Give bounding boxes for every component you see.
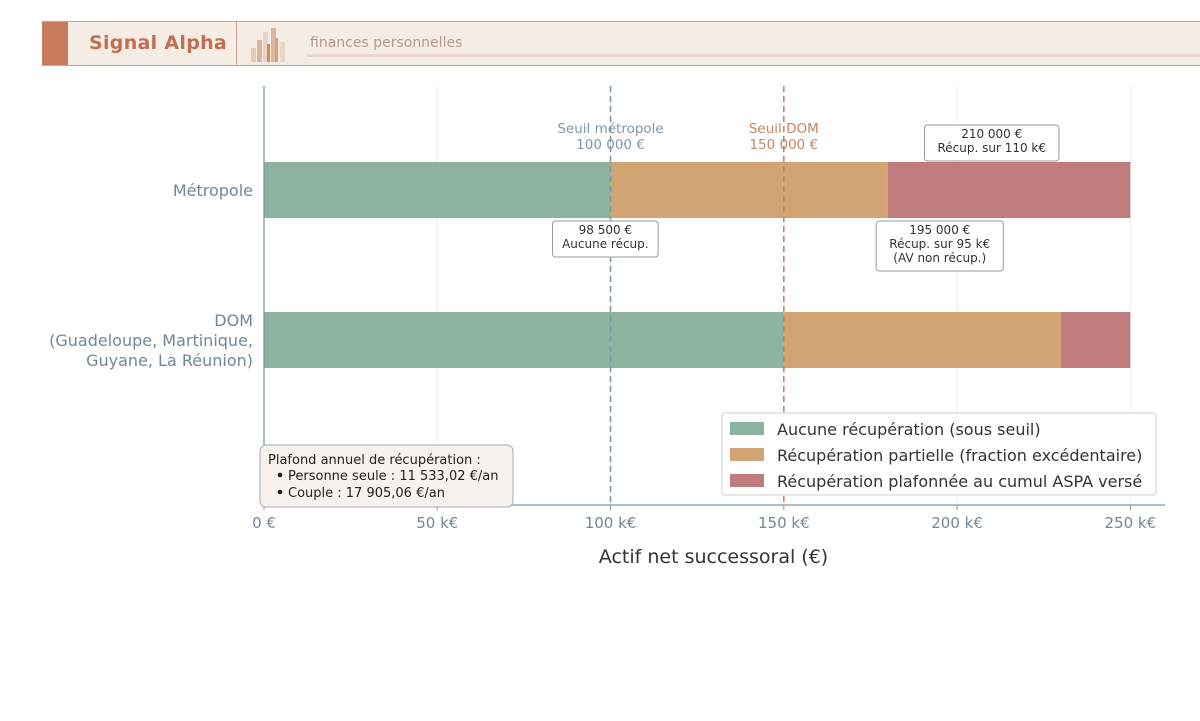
x-tick-label: 200 k€ — [931, 514, 983, 532]
threshold-label: 150 000 € — [749, 137, 818, 153]
annotation-frame — [875, 220, 1004, 272]
header-accent — [42, 22, 68, 65]
x-tick-label: 250 k€ — [1105, 514, 1157, 532]
note-item: Personne seule : 11 533,02 €/an — [288, 469, 498, 484]
bar-chart-logo-icon — [251, 28, 285, 62]
category-label: (Guadeloupe, Martinique, — [49, 331, 253, 350]
annotation-text: 195 000 € — [909, 223, 970, 237]
annotation-text: Récup. sur 110 k€ — [937, 141, 1046, 155]
annotation-frame — [924, 124, 1060, 162]
bar-segment-partial — [610, 162, 888, 218]
annotation-text: 98 500 € — [579, 223, 632, 237]
x-tick-label: 50 k€ — [416, 514, 458, 532]
annotation-text: Récup. sur 95 k€ — [889, 237, 990, 251]
annotation-box: 210 000 €Récup. sur 110 k€ — [924, 124, 1060, 162]
annotation-text: Aucune récup. — [562, 237, 649, 251]
annotation-box: 98 500 €Aucune récup. — [552, 220, 659, 258]
annotation-text: 210 000 € — [961, 127, 1022, 141]
bar-segment-none — [264, 162, 611, 218]
threshold-label: Seuil DOM — [749, 121, 819, 137]
note-item: Couple : 17 905,06 €/an — [288, 486, 445, 501]
legend-swatch — [730, 422, 764, 435]
annotation-box: 195 000 €Récup. sur 95 k€(AV non récup.) — [875, 220, 1004, 272]
legend-frame — [721, 412, 1157, 496]
bar-segment-capped — [887, 162, 1131, 218]
brand-title: Signal Alpha — [89, 32, 228, 54]
header-bar: Signal Alpha finances personnelles — [42, 21, 1200, 66]
x-axis-title: Actif net successoral (€) — [599, 546, 828, 568]
annotation-frame — [552, 220, 659, 258]
legend: Aucune récupération (sous seuil) Récupéra… — [721, 412, 1157, 496]
annotation-text: (AV non récup.) — [893, 251, 986, 265]
header-tagline: finances personnelles — [310, 35, 463, 51]
bar-segment-none — [264, 312, 784, 368]
note-title: Plafond annuel de récupération : — [268, 453, 481, 468]
category-label: DOM — [214, 311, 253, 330]
header-rule — [307, 54, 1200, 57]
category-label: Métropole — [173, 181, 253, 200]
note-bullet — [277, 489, 283, 495]
bar-segment-partial — [783, 312, 1062, 368]
legend-label: Récupération partielle (fraction excéden… — [777, 446, 1142, 465]
note-frame — [259, 444, 514, 508]
threshold-label: Seuil métropole — [557, 121, 663, 137]
legend-label: Aucune récupération (sous seuil) — [777, 420, 1041, 439]
legend-swatch — [730, 448, 764, 461]
x-tick-label: 0 € — [252, 514, 276, 532]
header-separator — [236, 22, 237, 65]
bar-segment-capped — [1061, 312, 1131, 368]
note-bullet — [277, 472, 283, 478]
legend-swatch — [730, 474, 764, 487]
x-tick-label: 100 k€ — [585, 514, 637, 532]
note-box: Plafond annuel de récupération :Personne… — [259, 444, 514, 508]
category-label: Guyane, La Réunion) — [86, 351, 253, 370]
threshold-label: 100 000 € — [576, 137, 645, 153]
x-tick-label: 150 k€ — [758, 514, 810, 532]
legend-label: Récupération plafonnée au cumul ASPA ver… — [777, 472, 1142, 491]
